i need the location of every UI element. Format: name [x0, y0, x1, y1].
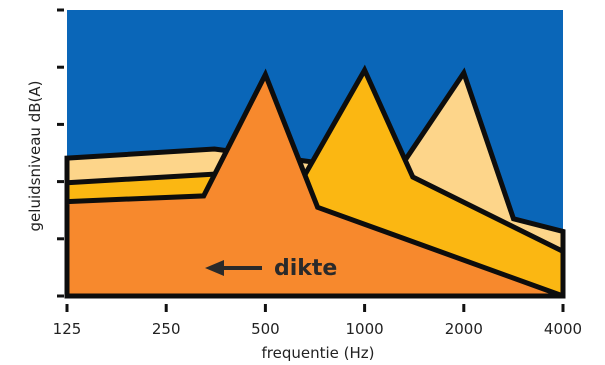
- x-tick-label-4000: 4000: [544, 320, 582, 338]
- x-tick-label-2000: 2000: [445, 320, 483, 338]
- dikte-arrow-head: [205, 260, 224, 276]
- x-tick-label-1000: 1000: [346, 320, 384, 338]
- y-axis: [57, 8, 64, 298]
- x-axis: 125 250 500 1000 2000 4000: [53, 304, 582, 338]
- dikte-label: dikte: [274, 256, 337, 281]
- dikte-annotation: dikte: [205, 256, 337, 281]
- x-tick-label-500: 500: [251, 320, 280, 338]
- x-tick-label-125: 125: [53, 320, 82, 338]
- y-axis-title: geluidsniveau dB(A): [26, 81, 44, 232]
- x-axis-title: frequentie (Hz): [261, 344, 374, 362]
- x-tick-label-250: 250: [152, 320, 181, 338]
- series-layer: [64, 64, 566, 299]
- series-area-3: [64, 68, 564, 299]
